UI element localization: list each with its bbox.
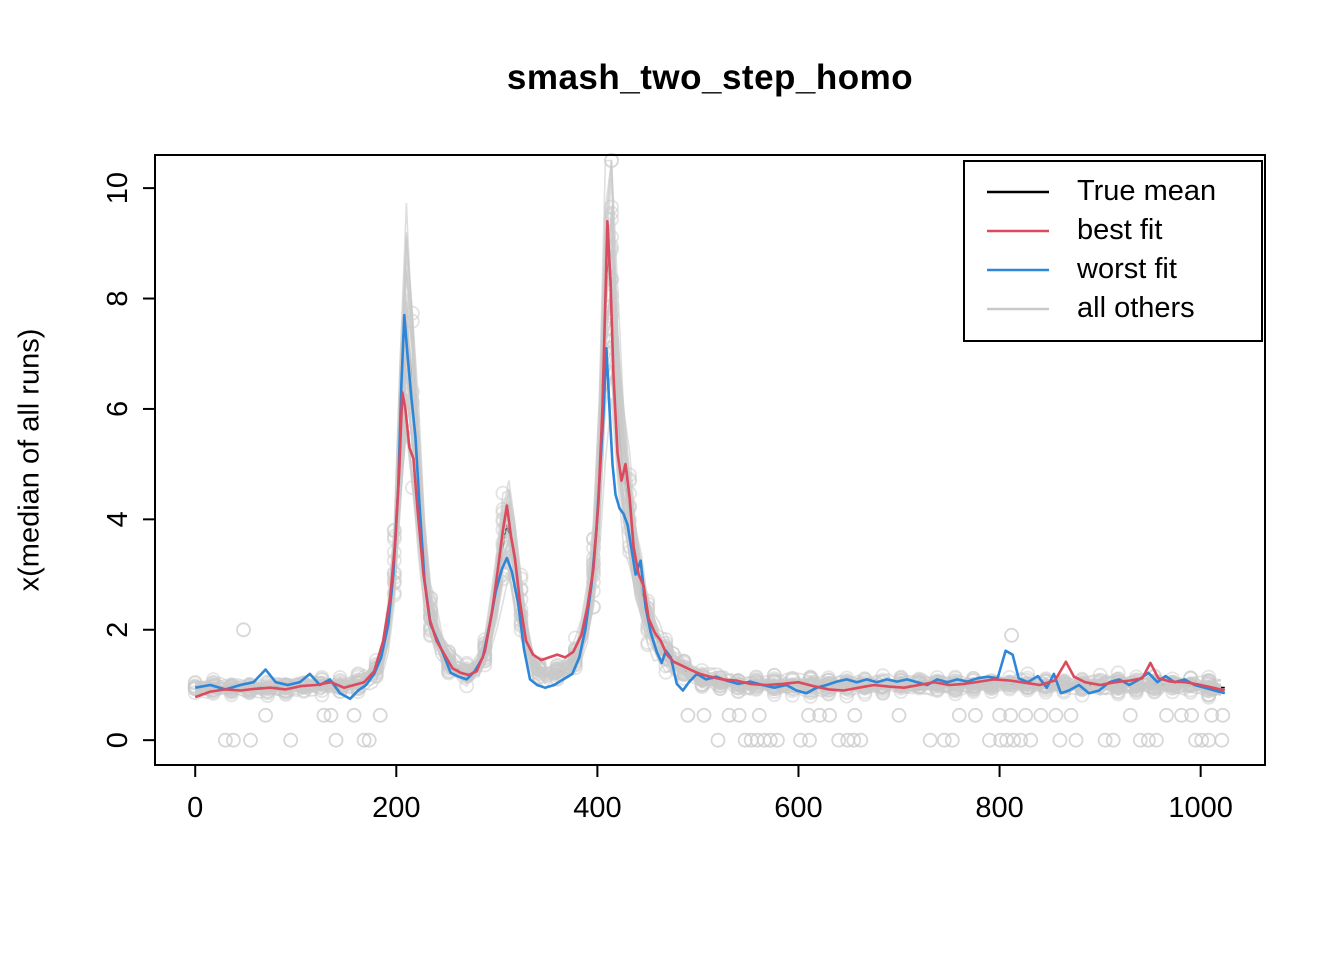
legend: True mean best fit worst fit all others [963, 160, 1263, 342]
x-tick-label: 1000 [1168, 792, 1233, 824]
legend-label-all-others: all others [1077, 292, 1195, 324]
true-mean-line-swatch [987, 190, 1049, 193]
all-others-line-swatch [987, 307, 1049, 310]
y-tick-label: 6 [102, 401, 134, 417]
legend-label-worst-fit: worst fit [1077, 253, 1177, 285]
axes: 0 200 400 600 800 1000 0 2 4 6 8 10 [102, 154, 1266, 824]
legend-item-worst-fit: worst fit [965, 250, 1261, 289]
y-tick-label: 10 [102, 172, 134, 204]
x-tick-label: 400 [573, 792, 621, 824]
x-tick-label: 200 [372, 792, 420, 824]
legend-label-best-fit: best fit [1077, 214, 1163, 246]
x-tick-label: 800 [975, 792, 1023, 824]
worst-fit-line-swatch [987, 268, 1049, 271]
legend-item-all-others: all others [965, 289, 1261, 328]
y-tick-label: 2 [102, 622, 134, 638]
y-tick-label: 0 [102, 732, 134, 748]
outlier-circles [217, 622, 1231, 748]
x-tick-label: 600 [774, 792, 822, 824]
series-best-fit [194, 219, 1226, 699]
legend-item-best-fit: best fit [965, 211, 1261, 250]
legend-item-true-mean: True mean [965, 172, 1261, 211]
y-tick-label: 4 [102, 511, 134, 527]
x-tick-label: 0 [187, 792, 203, 824]
legend-label-true-mean: True mean [1077, 175, 1217, 207]
chart-title: smash_two_step_homo [506, 58, 914, 97]
series-worst-fit [194, 313, 1226, 701]
best-fit-line-swatch [987, 229, 1049, 232]
y-tick-label: 8 [102, 290, 134, 306]
